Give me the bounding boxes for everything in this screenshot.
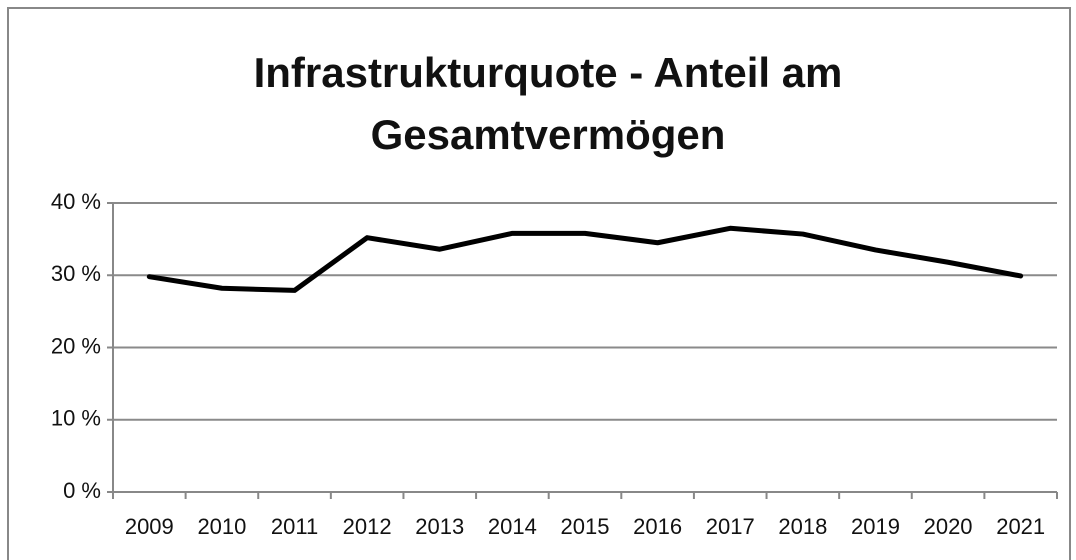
- x-tick-label: 2009: [125, 514, 174, 539]
- x-tick-label: 2019: [851, 514, 900, 539]
- data-line: [146, 225, 1024, 293]
- x-tick-label: 2011: [271, 514, 318, 539]
- x-tick-label: 2018: [778, 514, 827, 539]
- x-tick-label: 2012: [343, 514, 392, 539]
- y-tick-label: 0 %: [63, 478, 101, 503]
- x-tick-label: 2014: [488, 514, 537, 539]
- x-tick-label: 2010: [197, 514, 246, 539]
- y-tick-label: 10 %: [51, 406, 101, 431]
- x-tick-label: 2016: [633, 514, 682, 539]
- y-tick-label: 20 %: [51, 333, 101, 358]
- y-tick-label: 40 %: [51, 189, 101, 214]
- y-tick-label: 30 %: [51, 261, 101, 286]
- x-tick-label: 2013: [415, 514, 464, 539]
- x-tick-label: 2017: [706, 514, 755, 539]
- x-tick-label: 2020: [924, 514, 973, 539]
- x-tick-label: 2021: [996, 514, 1045, 539]
- chart-frame: [7, 7, 1071, 560]
- x-tick-label: 2015: [561, 514, 610, 539]
- chart-title: Infrastrukturquote - Anteil am Gesamtver…: [253, 49, 843, 158]
